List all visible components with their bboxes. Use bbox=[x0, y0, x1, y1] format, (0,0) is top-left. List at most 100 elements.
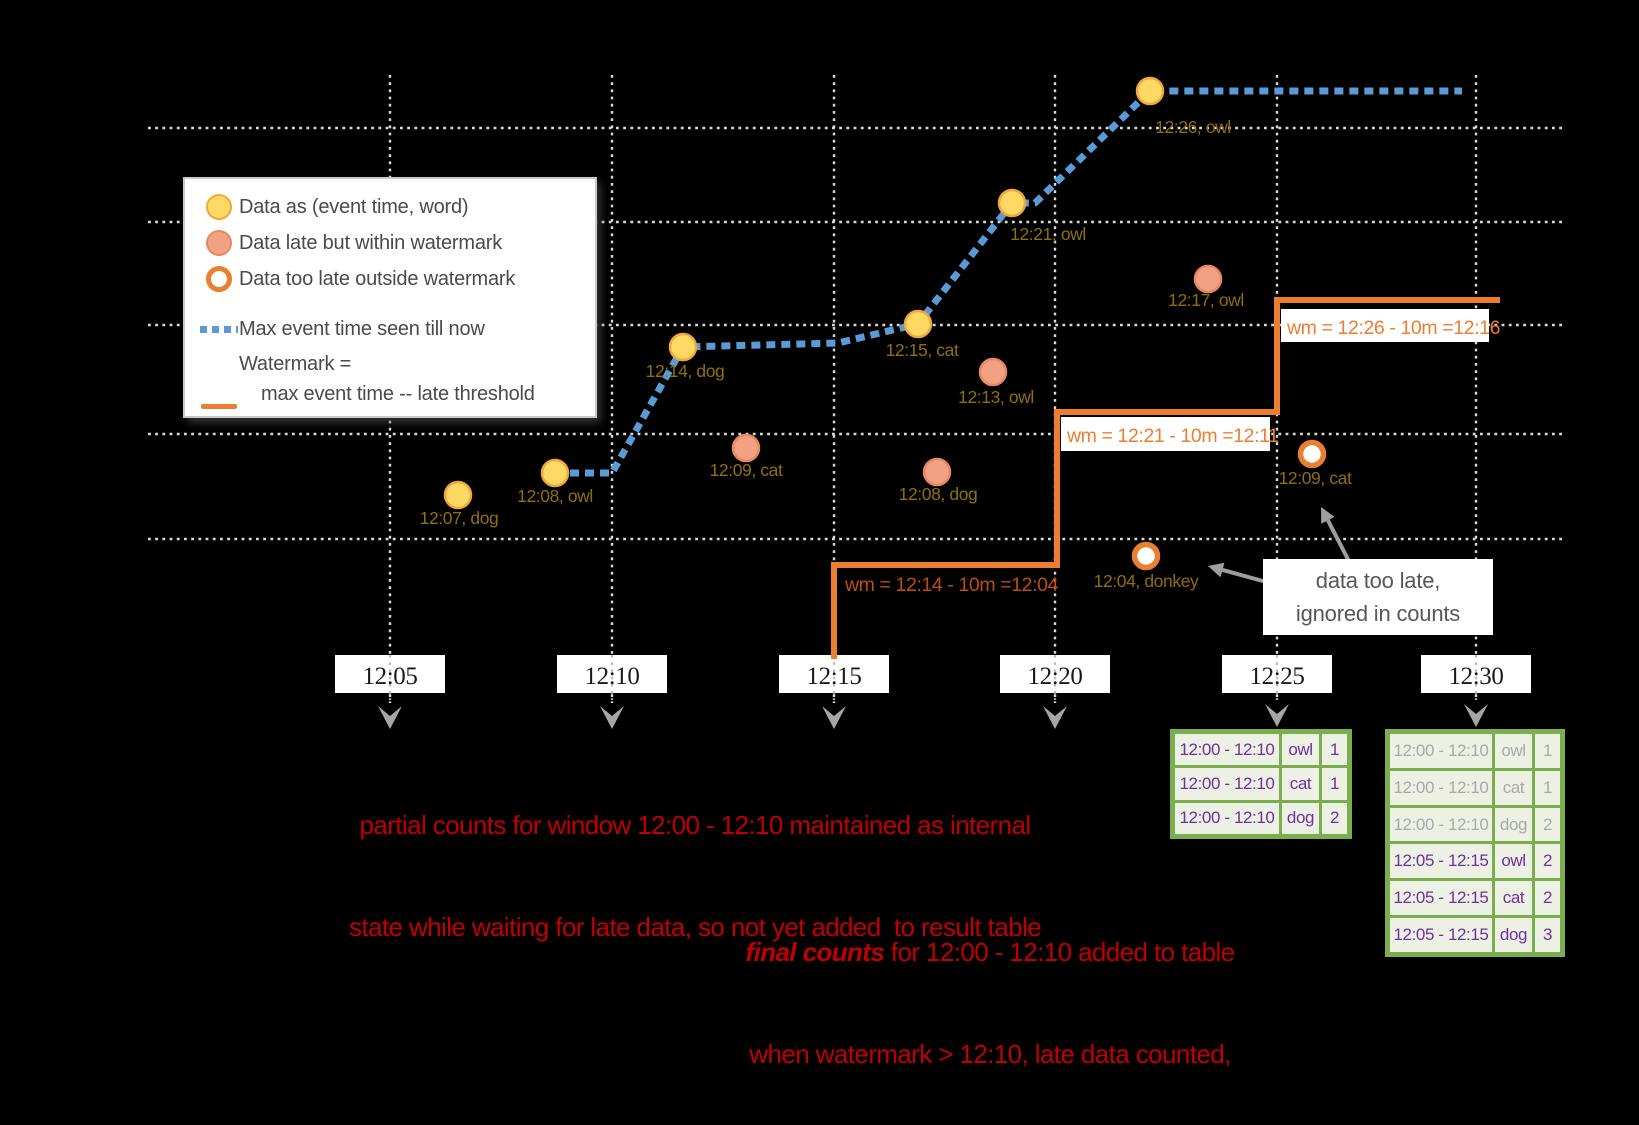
data-point-ontime bbox=[540, 458, 570, 488]
final-counts-line1: final counts for 12:00 - 12:10 added to … bbox=[745, 937, 1236, 967]
table-cell-win: 12:00 - 12:10 bbox=[1175, 734, 1279, 766]
table-cell-word: cat bbox=[1495, 770, 1532, 805]
wm-label: wm = 12:21 - 10m =12:11 bbox=[1066, 425, 1279, 447]
axis-tick-box bbox=[1222, 655, 1332, 693]
table-cell-word: owl bbox=[1495, 844, 1532, 879]
table-cell-cnt: 2 bbox=[1535, 844, 1560, 879]
legend-item-toolate: Data too late outside watermark bbox=[199, 261, 595, 297]
legend-label: Data late but within watermark bbox=[239, 231, 503, 254]
legend-item-ontime: Data as (event time, word) bbox=[199, 189, 595, 225]
toolate-ring-icon bbox=[199, 266, 239, 292]
data-point-too-late bbox=[1297, 439, 1327, 469]
table-cell-win: 12:00 - 12:10 bbox=[1175, 802, 1279, 834]
result-table-12-30: 12:00 - 12:10 owl 1 12:00 - 12:10 cat 1 12:00 … bbox=[1385, 729, 1565, 957]
wm-label-bg bbox=[1061, 417, 1270, 451]
final-counts-line2: when watermark > 12:10, late data counte… bbox=[749, 1039, 1231, 1069]
table-cell-word: dog bbox=[1495, 918, 1532, 952]
data-point-ontime bbox=[443, 480, 473, 510]
wm-label: wm = 12:14 - 10m =12:04 bbox=[844, 574, 1059, 596]
partial-counts-line2: state while waiting for late data, so no… bbox=[349, 912, 1042, 942]
legend-item-watermark: Watermark = max event time -- late thres… bbox=[199, 349, 595, 409]
legend-label: Data too late outside watermark bbox=[239, 267, 516, 290]
axis-tick-label: 12:30 bbox=[1449, 663, 1504, 690]
data-point-late bbox=[978, 357, 1008, 387]
axis-tick-box bbox=[1421, 655, 1531, 693]
axis-tick-box bbox=[779, 655, 889, 693]
axis-arrowhead-icon bbox=[378, 706, 402, 729]
data-point-late bbox=[1193, 264, 1223, 294]
data-point-label: 12:21, owl bbox=[1010, 224, 1086, 244]
table-cell-win: 12:00 - 12:10 bbox=[1390, 770, 1492, 805]
data-point-label: 12:04, donkey bbox=[1094, 571, 1199, 591]
wm-label-bg bbox=[1281, 309, 1489, 342]
data-point-ontime bbox=[903, 309, 933, 339]
table-cell-win: 12:00 - 12:10 bbox=[1390, 734, 1492, 768]
table-cell-word: owl bbox=[1495, 734, 1532, 768]
legend: Data as (event time, word) Data late but… bbox=[183, 177, 597, 418]
axis-tick-label: 12:25 bbox=[1250, 663, 1305, 690]
axis-arrowhead-icon bbox=[822, 706, 846, 729]
callout-line2: ignored in counts bbox=[1295, 601, 1461, 626]
table-cell-cnt: 1 bbox=[1535, 770, 1560, 805]
axis-tick-label: 12:20 bbox=[1028, 663, 1083, 690]
axis-arrowhead-icon bbox=[1265, 704, 1289, 727]
data-point-label: 12:14, dog bbox=[646, 361, 725, 381]
data-point-label: 12:08, dog bbox=[899, 484, 978, 504]
watermark-line bbox=[831, 297, 1500, 659]
table-cell-cnt: 3 bbox=[1535, 918, 1560, 952]
callout-arrowhead-icon bbox=[1208, 562, 1225, 578]
data-point-label: 12:26, owl bbox=[1155, 117, 1231, 137]
table-cell-word: cat bbox=[1495, 881, 1532, 916]
axis-arrowhead-icon bbox=[600, 706, 624, 729]
table-cell-cnt: 2 bbox=[1322, 802, 1347, 834]
ontime-dot-icon bbox=[199, 194, 239, 220]
data-point-label: 12:17, owl bbox=[1168, 290, 1244, 310]
table-cell-cnt: 1 bbox=[1322, 768, 1347, 800]
watermark-legend-line1: Watermark = bbox=[239, 353, 352, 375]
callout-arrowhead-icon bbox=[1321, 507, 1335, 524]
axis-tick-label: 12:05 bbox=[363, 663, 418, 690]
legend-item-late: Data late but within watermark bbox=[199, 225, 595, 261]
data-point-ontime bbox=[997, 188, 1027, 218]
data-point-label: 12:07, dog bbox=[420, 508, 499, 528]
final-counts-note: final counts for 12:00 - 12:10 added to … bbox=[590, 867, 1390, 1125]
table-cell-win: 12:00 - 12:10 bbox=[1175, 768, 1279, 800]
data-point-label: 12:09, cat bbox=[710, 460, 783, 480]
axis-arrowhead-icon bbox=[1464, 704, 1488, 727]
table-cell-win: 12:05 - 12:15 bbox=[1390, 844, 1492, 879]
table-cell-word: dog bbox=[1495, 807, 1532, 842]
data-point-label: 12:09, cat bbox=[1279, 468, 1352, 488]
table-cell-word: dog bbox=[1282, 802, 1319, 834]
table-cell-word: owl bbox=[1282, 734, 1319, 766]
axis-tick-box bbox=[557, 655, 667, 693]
callout-line1: data too late, bbox=[1315, 568, 1441, 593]
axis-tick-label: 12:15 bbox=[807, 663, 862, 690]
axis-tick-box bbox=[335, 655, 445, 693]
table-cell-cnt: 2 bbox=[1535, 881, 1560, 916]
data-point-label: 12:13, owl bbox=[958, 387, 1034, 407]
data-point-ontime bbox=[668, 332, 698, 362]
legend-label: Max event time seen till now bbox=[239, 317, 485, 340]
axis-arrowhead-icon bbox=[1043, 706, 1067, 729]
data-point-late bbox=[922, 457, 952, 487]
result-table-12-25: 12:00 - 12:10 owl 1 12:00 - 12:10 cat 1 12:00 … bbox=[1170, 729, 1352, 839]
table-cell-cnt: 1 bbox=[1322, 734, 1347, 766]
wm-label: wm = 12:26 - 10m =12:16 bbox=[1286, 317, 1500, 339]
partial-counts-note: partial counts for window 12:00 - 12:10 … bbox=[290, 740, 1100, 1012]
data-point-ontime bbox=[1135, 76, 1165, 106]
axis-tick-label: 12:10 bbox=[585, 663, 640, 690]
table-cell-win: 12:05 - 12:15 bbox=[1390, 881, 1492, 916]
legend-label: Data as (event time, word) bbox=[239, 195, 469, 218]
too-late-callout: data too late, ignored in counts bbox=[1263, 559, 1493, 635]
partial-counts-line1: partial counts for window 12:00 - 12:10 … bbox=[359, 810, 1032, 840]
legend-item-max-event-time: Max event time seen till now bbox=[199, 311, 595, 347]
late-dot-icon bbox=[199, 230, 239, 256]
blue-dash-icon bbox=[199, 325, 239, 333]
data-point-label: 12:15, cat bbox=[886, 340, 959, 360]
data-point-too-late bbox=[1131, 541, 1161, 571]
axis-tick-box bbox=[1000, 655, 1110, 693]
final-counts-emphasis: final counts bbox=[745, 937, 885, 967]
orange-line-icon bbox=[199, 349, 239, 409]
